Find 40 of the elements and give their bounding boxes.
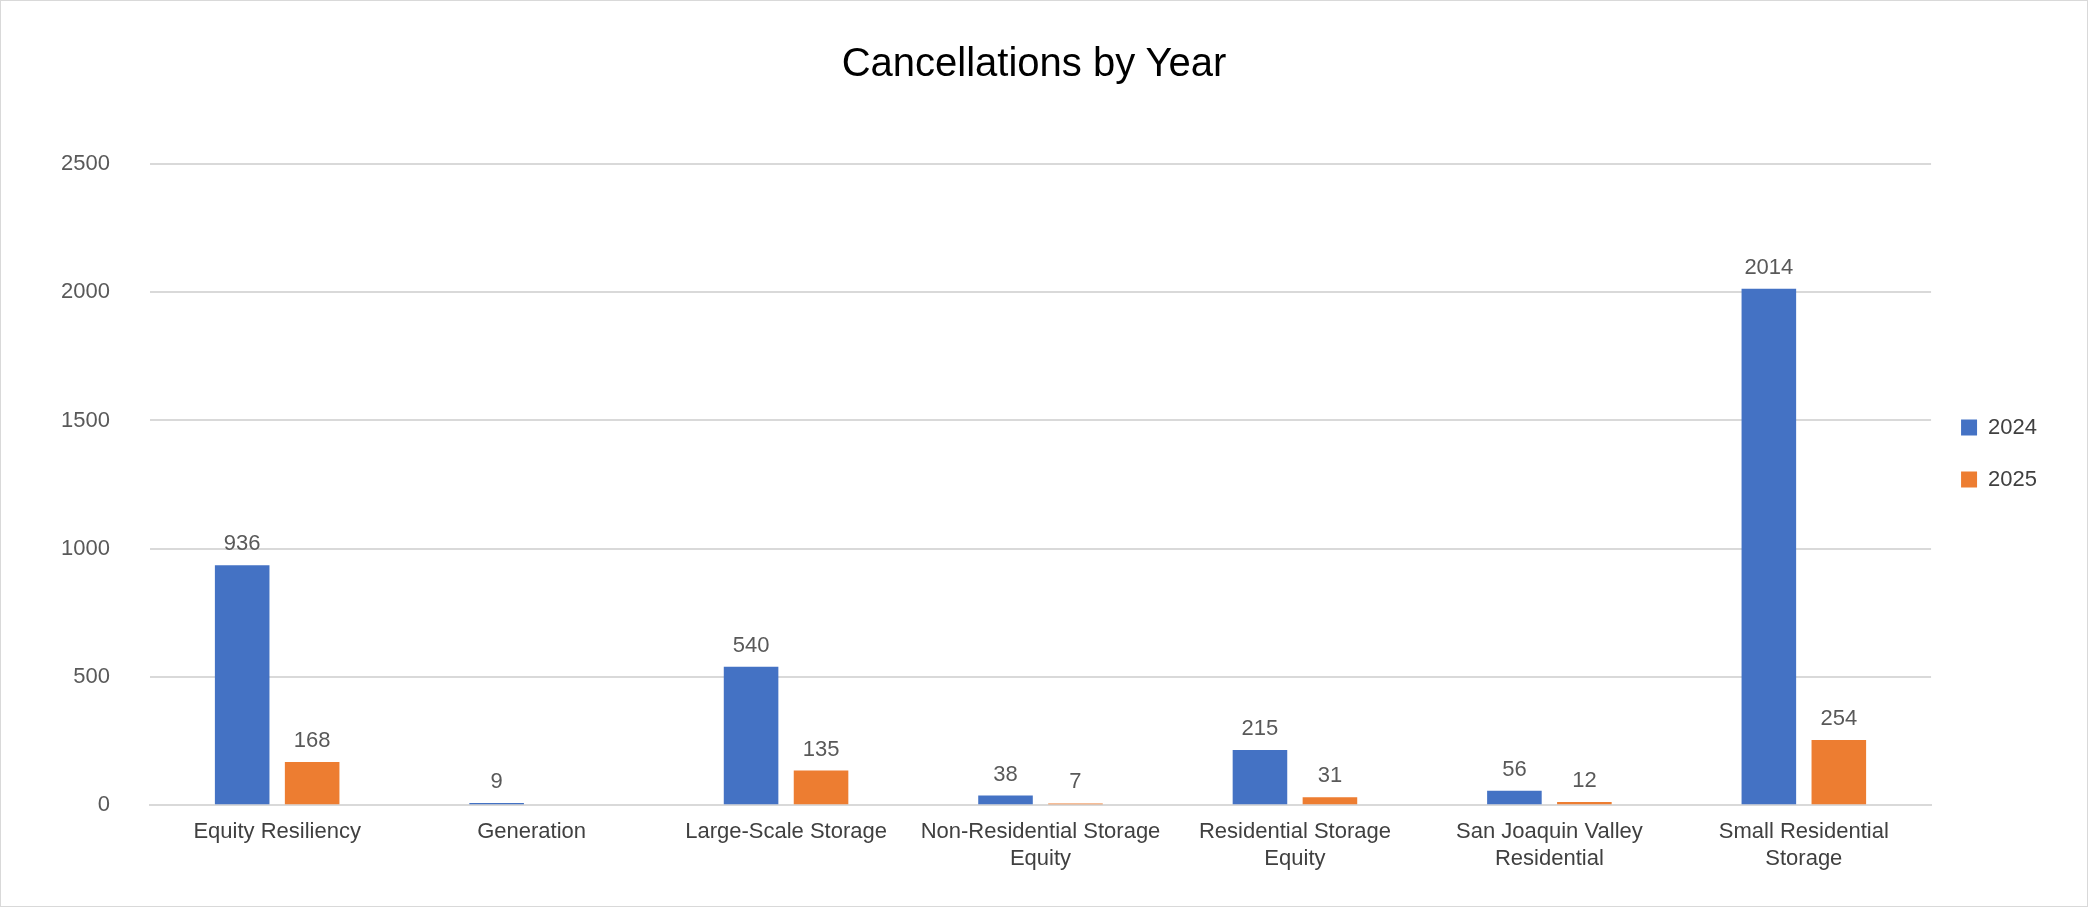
data-label: 9 (490, 767, 503, 793)
y-tick-label: 1000 (60, 534, 110, 560)
data-label: 215 (1241, 715, 1279, 741)
chart-title: Cancellations by Year (841, 40, 1227, 85)
x-tick-label: Small Residential Storage (1718, 818, 1889, 870)
data-label: 56 (1502, 755, 1527, 781)
bar (978, 795, 1033, 805)
bar (1741, 288, 1797, 805)
data-label: 7 (1069, 768, 1082, 794)
legend-label: 2024 (1988, 413, 2038, 439)
data-label: 936 (223, 530, 261, 556)
bar (214, 565, 270, 805)
bar (793, 770, 849, 805)
bar (1302, 797, 1358, 805)
data-label: 31 (1317, 762, 1343, 788)
x-tick-label: Equity Resiliency (193, 818, 361, 844)
data-label: 38 (993, 760, 1018, 786)
y-tick-label: 1500 (60, 406, 110, 432)
legend-label: 2025 (1988, 465, 2038, 491)
bar (1232, 750, 1288, 805)
x-tick-label: Residential Storage Equity (1198, 818, 1391, 870)
y-tick-label: 500 (73, 663, 110, 689)
y-tick-label: 2000 (60, 278, 110, 304)
data-label: 540 (732, 631, 770, 657)
data-label: 135 (802, 735, 840, 761)
x-tick-label: Non-Residential Storage Equity (920, 818, 1161, 870)
bar (284, 762, 340, 805)
x-tick-label: Large-Scale Storage (685, 818, 887, 844)
data-label: 2014 (1744, 253, 1794, 279)
x-tick-label: San Joaquin Valley Residential (1456, 818, 1643, 870)
bar (1557, 802, 1612, 805)
data-label: 168 (293, 727, 331, 753)
data-label: 12 (1572, 767, 1597, 793)
bar (723, 666, 779, 805)
bar (1487, 790, 1542, 805)
y-tick-label: 2500 (60, 150, 110, 176)
y-tick-label: 0 (97, 791, 110, 817)
bar (1811, 740, 1867, 805)
x-tick-label: Generation (477, 818, 587, 844)
data-label: 254 (1820, 705, 1858, 731)
